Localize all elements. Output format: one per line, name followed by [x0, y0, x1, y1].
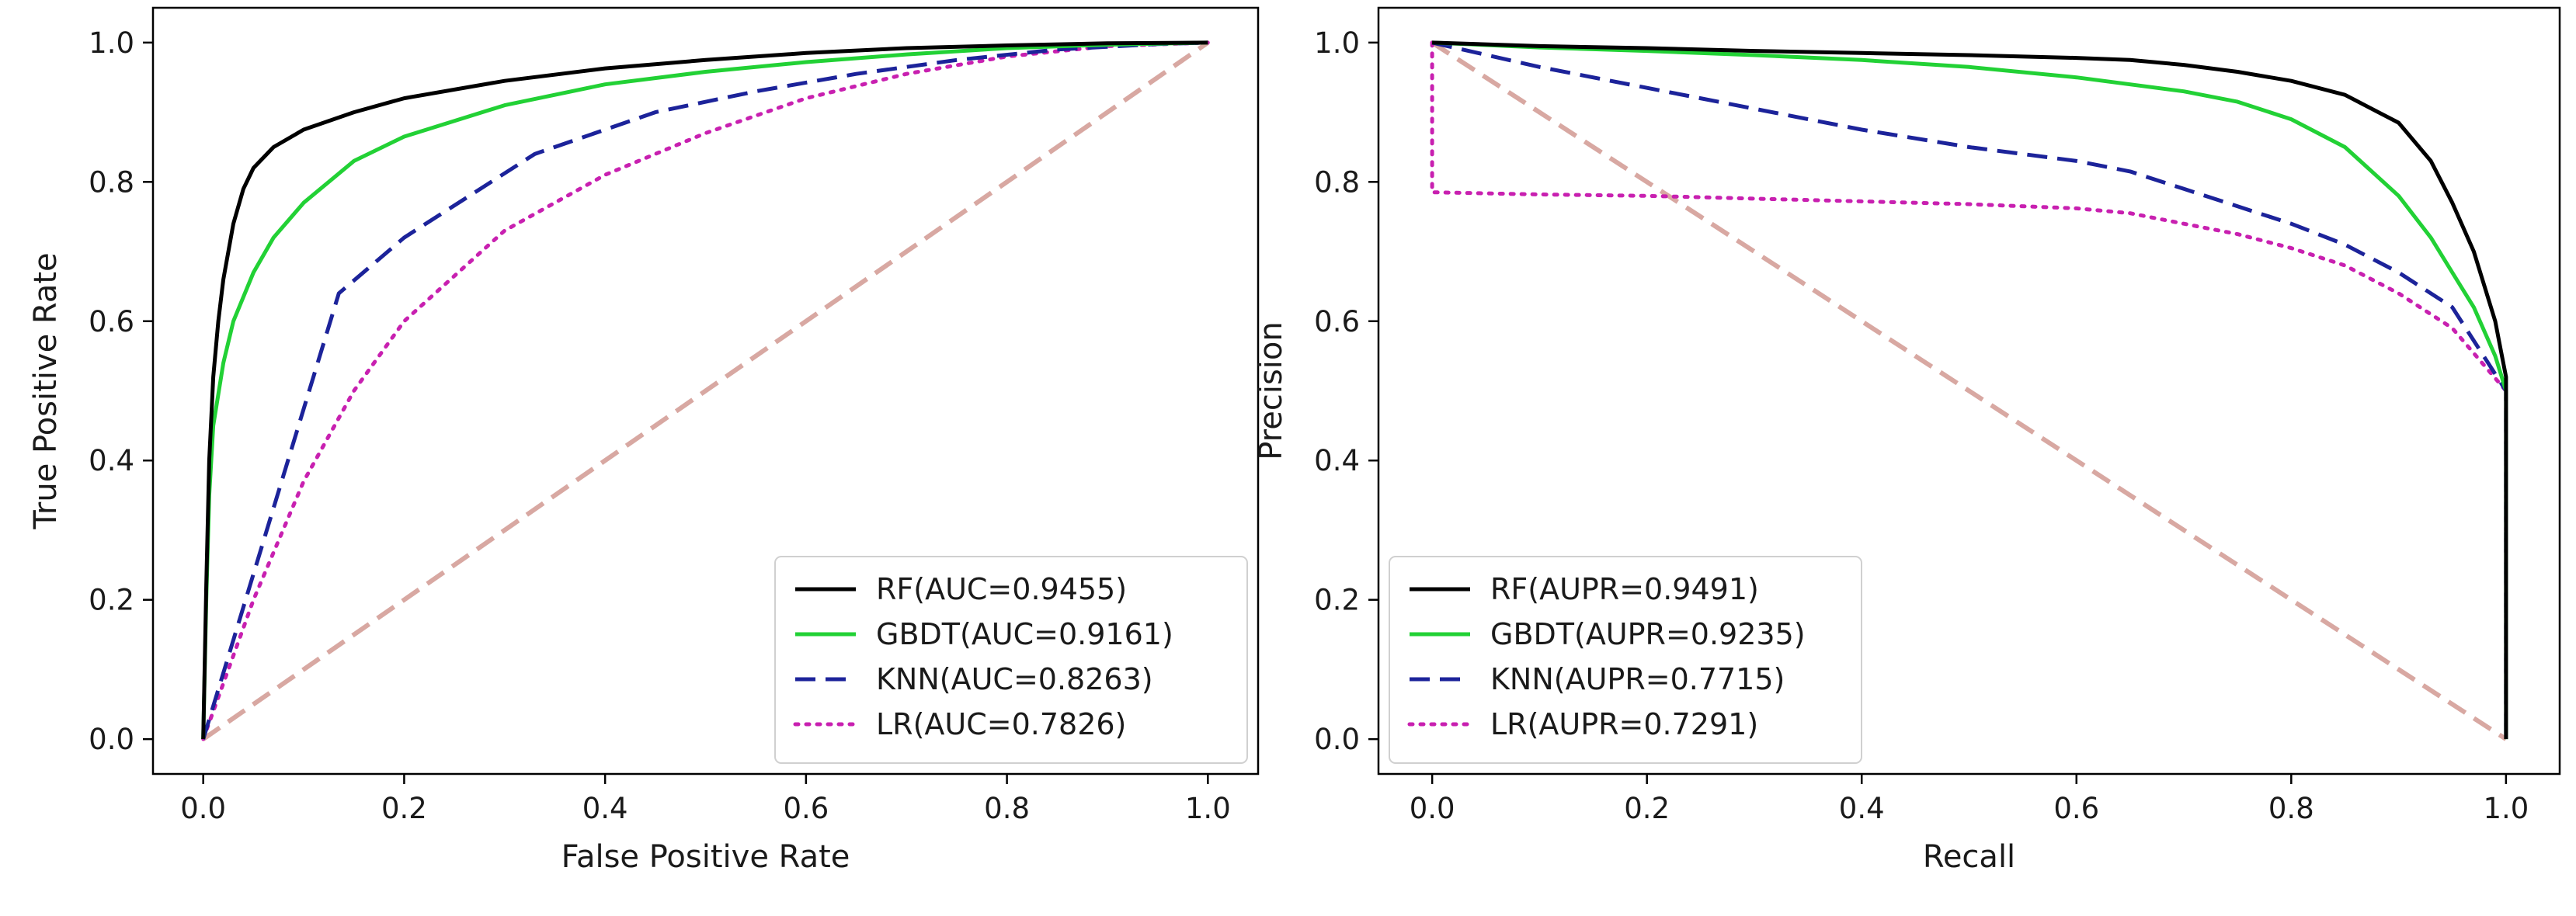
plot-area — [1430, 40, 2508, 741]
y-axis-label: True Positive Rate — [28, 252, 64, 529]
reference-diagonal-line — [1431, 40, 2508, 741]
x-tick-label: 0.4 — [1839, 792, 1885, 825]
legend: RF(AUC=0.9455) GBDT(AUC=0.9161) KNN(AUC=0.… — [774, 556, 1248, 764]
series-line-gbdt — [201, 40, 1208, 740]
x-tick-label: 0.6 — [2053, 792, 2099, 825]
pr-panel: 0.0 0.2 0.4 0.6 0.8 1.0 0.0 0.2 0.4 0.6 0.8 1.0 Reca… — [1253, 6, 2561, 875]
y-tick-label: 0.2 — [1314, 584, 1360, 617]
x-tick-label: 0.4 — [582, 792, 628, 825]
legend-label-gbdt: GBDT(AUPR=0.9235) — [1490, 617, 1806, 651]
x-tick-label: 0.0 — [1410, 792, 1455, 825]
y-tick-label: 0.0 — [1314, 723, 1360, 756]
legend-label-rf: RF(AUPR=0.9491) — [1490, 572, 1759, 606]
legend-label-knn: KNN(AUPR=0.7715) — [1490, 662, 1785, 696]
series-line-rf — [201, 40, 1208, 740]
legend: RF(AUPR=0.9491) GBDT(AUPR=0.9235) KNN(AUPR… — [1389, 556, 1862, 764]
y-axis-label: Precision — [1253, 321, 1289, 460]
plot-area — [201, 40, 1210, 741]
x-tick-label: 0.8 — [2268, 792, 2314, 825]
x-tick-label: 0.8 — [984, 792, 1030, 825]
legend-label-lr: LR(AUC=0.7826) — [876, 707, 1126, 741]
axes-frame — [151, 6, 1260, 775]
x-axis-label: False Positive Rate — [561, 839, 850, 875]
y-tick-label: 0.6 — [89, 305, 134, 338]
series-line-rf — [1432, 40, 2508, 740]
axes-frame — [1377, 6, 2561, 775]
legend-label-lr: LR(AUPR=0.7291) — [1490, 707, 1758, 741]
legend-label-rf: RF(AUC=0.9455) — [876, 572, 1127, 606]
legend-box — [774, 556, 1248, 764]
y-tick-label: 0.2 — [89, 584, 134, 617]
series-line-gbdt — [1431, 40, 2508, 740]
roc-panel: 0.0 0.2 0.4 0.6 0.8 1.0 0.0 0.2 0.4 0.6 0.8 1.0 Fals… — [28, 6, 1260, 875]
x-tick-label: 0.0 — [180, 792, 226, 825]
x-tick-label: 1.0 — [1185, 792, 1231, 825]
y-tick-label: 0.8 — [89, 165, 134, 199]
y-tick-label: 1.0 — [89, 26, 134, 60]
legend-label-knn: KNN(AUC=0.8263) — [876, 662, 1153, 696]
reference-diagonal-line — [201, 40, 1210, 741]
y-tick-label: 0.8 — [1314, 165, 1360, 199]
y-tick-label: 0.4 — [1314, 444, 1360, 477]
y-tick-label: 0.0 — [89, 723, 134, 756]
x-tick-label: 0.2 — [381, 792, 427, 825]
x-tick-label: 0.6 — [783, 792, 829, 825]
x-tick-label: 1.0 — [2483, 792, 2529, 825]
x-tick-label: 0.2 — [1624, 792, 1670, 825]
y-tick-label: 0.6 — [1314, 305, 1360, 338]
legend-box — [1389, 556, 1862, 764]
series-line-knn — [201, 40, 1208, 740]
series-line-knn — [1431, 40, 2508, 740]
x-axis-label: Recall — [1923, 839, 2015, 875]
y-tick-label: 1.0 — [1314, 26, 1360, 60]
y-tick-label: 0.4 — [89, 444, 134, 477]
series-line-lr — [201, 40, 1210, 741]
legend-label-gbdt: GBDT(AUC=0.9161) — [876, 617, 1173, 651]
series-line-lr — [1430, 40, 2508, 741]
